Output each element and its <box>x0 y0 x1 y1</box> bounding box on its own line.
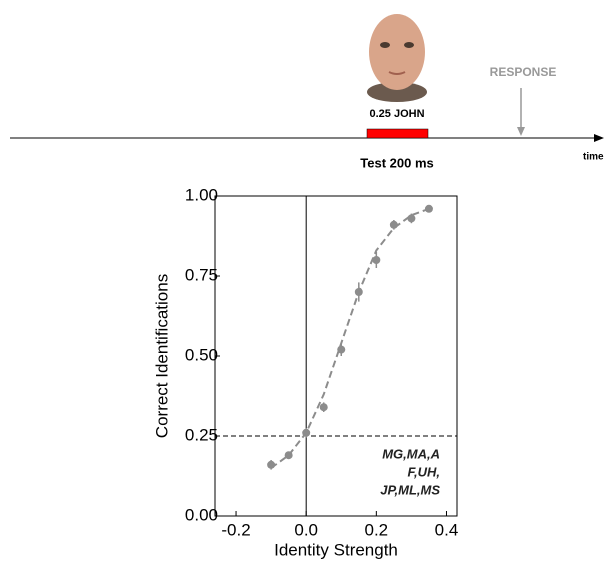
annotation: JP,ML,MS <box>380 482 440 497</box>
y-tick-label: 0.00 <box>185 505 218 524</box>
y-tick-label: 0.25 <box>185 425 218 444</box>
x-tick-label: -0.2 <box>221 520 250 539</box>
data-point <box>319 403 328 412</box>
annotation: MG,MA,A <box>382 446 440 461</box>
annotation: F,UH, <box>408 464 441 479</box>
test-label: Test 200 ms <box>360 155 433 170</box>
y-axis-label: Correct Identifications <box>152 274 171 438</box>
x-tick-label: 0.0 <box>294 520 318 539</box>
response-arrowhead <box>517 127 525 136</box>
y-tick-label: 0.50 <box>185 345 218 364</box>
data-point <box>407 214 416 223</box>
x-axis-label: Identity Strength <box>274 540 398 559</box>
timeline-arrowhead <box>594 134 604 142</box>
fit-curve <box>270 207 430 469</box>
y-tick-label: 0.75 <box>185 265 218 284</box>
face <box>367 14 427 102</box>
stimulus-label: 0.25 JOHN <box>369 108 424 120</box>
y-tick-label: 1.00 <box>185 185 218 204</box>
time-label: time <box>583 152 604 163</box>
x-tick-label: 0.4 <box>435 520 459 539</box>
data-point <box>372 256 381 264</box>
response-label: RESPONSE <box>490 65 557 79</box>
test-bar <box>366 128 429 139</box>
x-tick-label: 0.2 <box>365 520 389 539</box>
